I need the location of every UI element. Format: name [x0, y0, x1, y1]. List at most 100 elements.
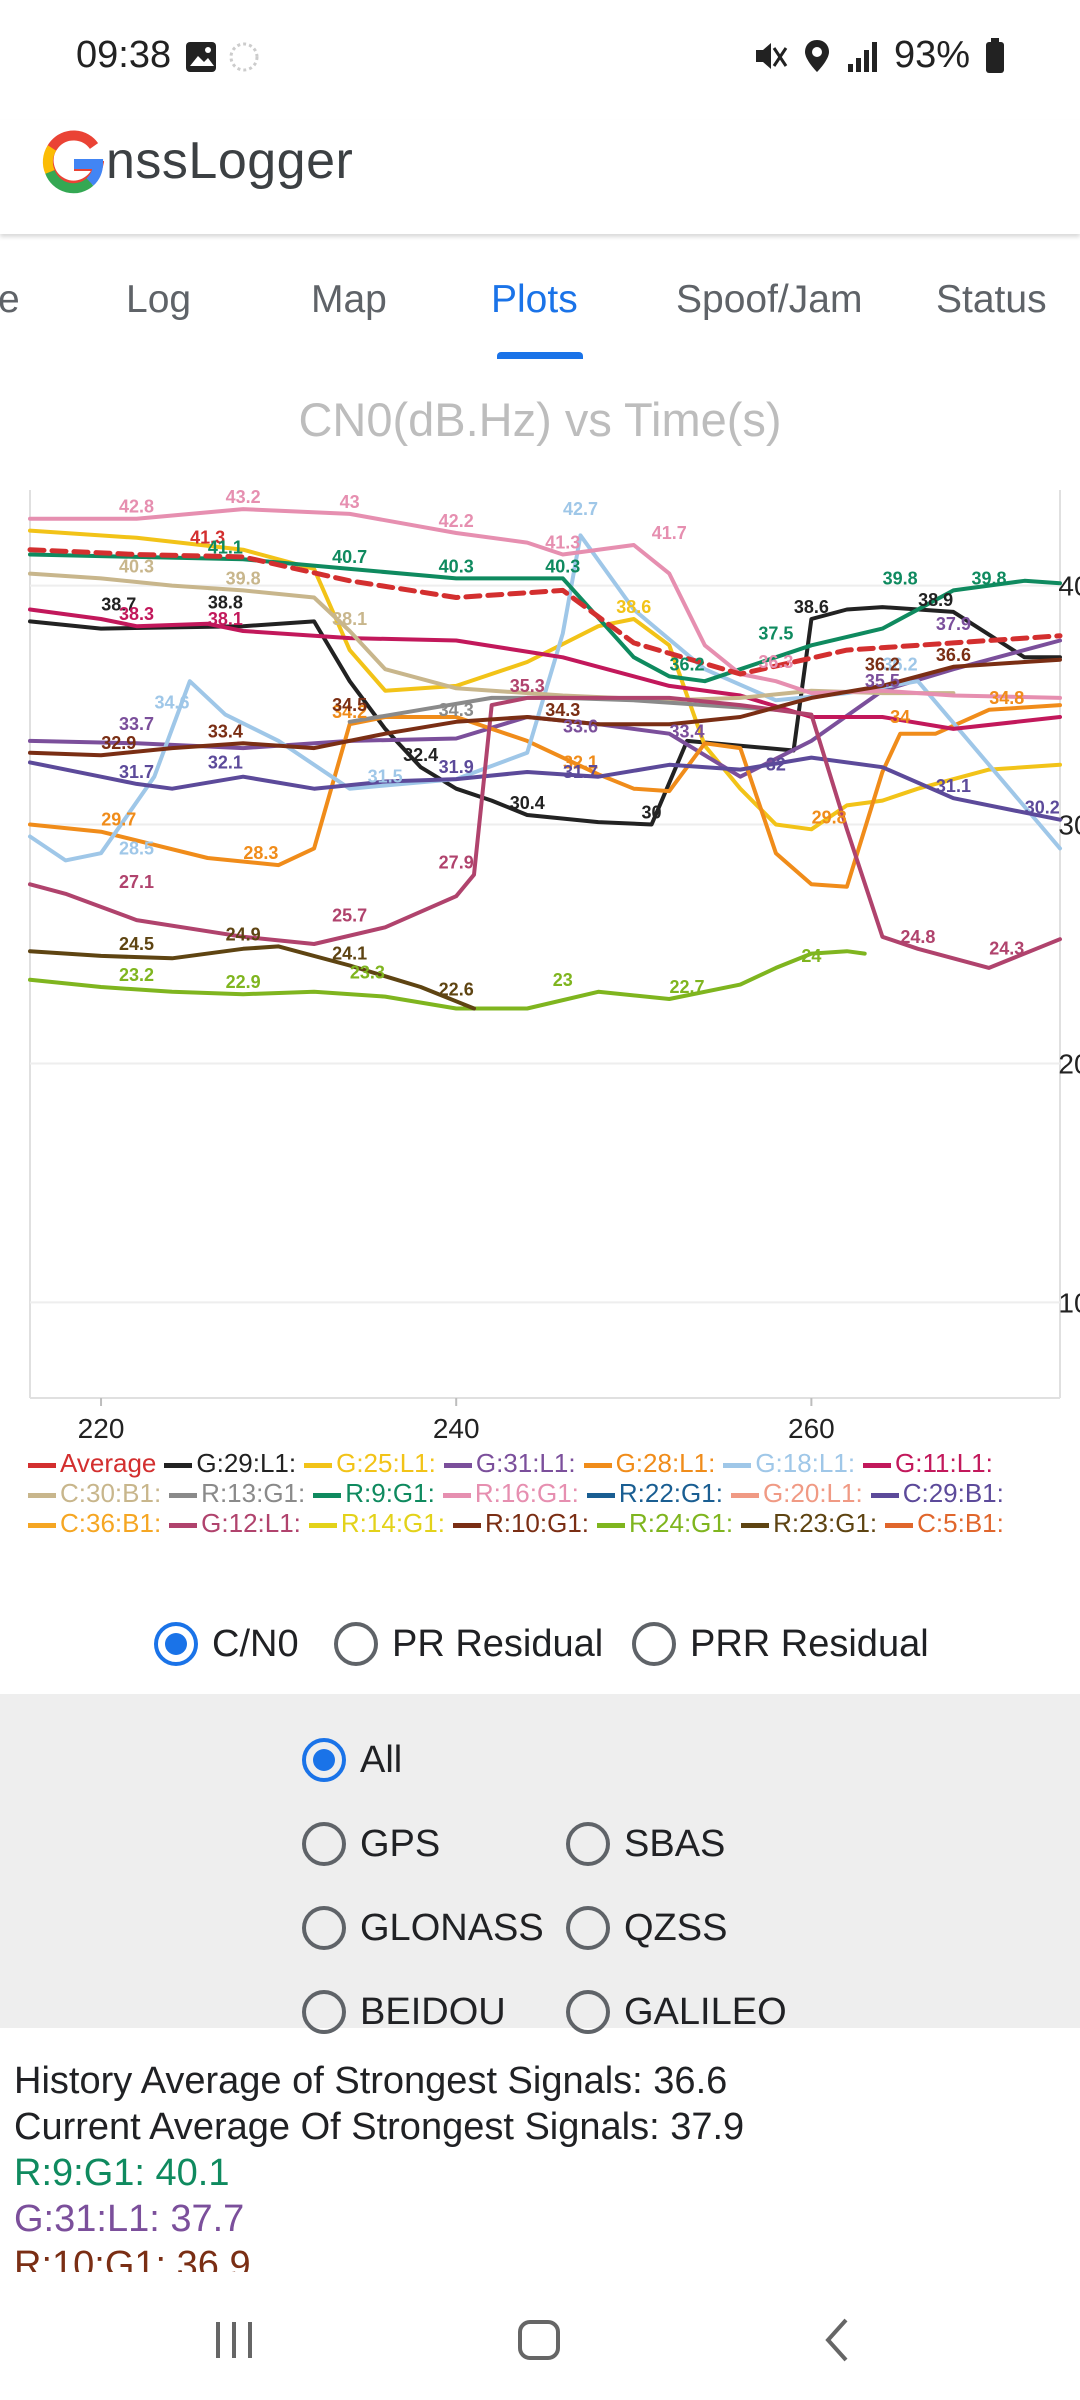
- app-title: nssLogger: [106, 132, 354, 190]
- data-label: 25.7: [332, 905, 367, 925]
- legend-item: R:23:G1:: [741, 1508, 877, 1538]
- tab-home[interactable]: e: [0, 278, 20, 321]
- legend-label: C:36:B1:: [60, 1508, 162, 1538]
- legend-swatch: [723, 1462, 752, 1468]
- legend-label: G:31:L1:: [475, 1448, 576, 1478]
- radio-qzss[interactable]: QZSS: [566, 1906, 727, 1950]
- data-label: 37.9: [936, 614, 971, 634]
- legend-swatch: [164, 1462, 193, 1468]
- legend-item: R:16:G1:: [442, 1478, 579, 1508]
- radio-button-icon: [302, 1822, 346, 1866]
- legend-item: G:11:L1:: [863, 1448, 993, 1478]
- radio-label: PRR Residual: [690, 1622, 929, 1665]
- chart-legend: Average G:29:L1: G:25:L1: G:31:L1: G:28:L1: G…: [28, 1448, 1068, 1538]
- back-icon[interactable]: [818, 2310, 858, 2370]
- radio-all[interactable]: All: [302, 1738, 402, 1782]
- radio-button-icon: [566, 1906, 610, 1950]
- data-label: 38.6: [794, 597, 829, 617]
- strongest-signal-1: R:9:G1: 40.1: [14, 2152, 230, 2194]
- tab-map[interactable]: Map: [311, 278, 387, 321]
- tab-spoof-jam[interactable]: Spoof/Jam: [676, 278, 863, 321]
- data-label: 31.1: [936, 776, 971, 796]
- radio-prr-residual[interactable]: PRR Residual: [632, 1622, 929, 1666]
- data-label: 40.3: [439, 556, 474, 576]
- legend-label: R:24:G1:: [629, 1508, 734, 1538]
- legend-label: R:9:G1:: [345, 1478, 435, 1508]
- data-label: 41.3: [190, 528, 225, 548]
- radio-glonass[interactable]: GLONASS: [302, 1906, 544, 1950]
- data-label: 32.1: [563, 752, 598, 772]
- cn0-line-chart[interactable]: 1020304022024026041.338.738.832.430.4303…: [0, 480, 1080, 1440]
- radio-button-icon: [302, 1738, 346, 1782]
- series-line-g-25-l1: [28, 528, 1062, 832]
- radio-label: QZSS: [624, 1906, 728, 1949]
- data-label: 31.7: [563, 762, 598, 782]
- data-label: 23.3: [350, 963, 385, 983]
- plot-type-radio-group: C/N0 PR Residual PRR Residual: [0, 1622, 1080, 1686]
- data-label: 38.7: [101, 595, 136, 615]
- legend-label: G:12:L1:: [201, 1508, 301, 1538]
- legend-item: C:5:B1:: [885, 1508, 1004, 1538]
- current-average-text: Current Average Of Strongest Signals: 37…: [14, 2106, 745, 2148]
- radio-label: SBAS: [624, 1822, 726, 1865]
- legend-label: R:10:G1:: [484, 1508, 590, 1538]
- home-icon[interactable]: [512, 2310, 568, 2370]
- radio-sbas[interactable]: SBAS: [566, 1822, 725, 1866]
- data-label: 36.3: [758, 652, 793, 672]
- legend-swatch: [741, 1522, 770, 1528]
- legend-item: R:14:G1:: [308, 1508, 445, 1538]
- series-line-c-29-b1: [28, 755, 1062, 822]
- constellation-filter-panel: All GPS SBAS GLONASS QZSS BEIDOU GALILEO: [0, 1694, 1080, 2034]
- active-tab-indicator: [497, 352, 583, 359]
- recents-icon[interactable]: [210, 2310, 260, 2370]
- legend-item: G:18:L1:: [723, 1448, 855, 1478]
- data-label: 36.2: [883, 654, 918, 674]
- data-label: 34.3: [439, 700, 474, 720]
- legend-label: G:28:L1:: [615, 1448, 716, 1478]
- legend-item: C:29:B1:: [870, 1478, 1004, 1508]
- data-label: 43: [340, 492, 360, 512]
- radio-galileo[interactable]: GALILEO: [566, 1990, 787, 2034]
- legend-item: R:9:G1:: [313, 1478, 435, 1508]
- legend-item: C:36:B1:: [28, 1508, 161, 1538]
- radio-pr-residual[interactable]: PR Residual: [334, 1622, 603, 1666]
- legend-item: G:28:L1:: [583, 1448, 716, 1478]
- status-time: 09:38: [76, 34, 172, 76]
- data-label: 28.5: [119, 838, 154, 858]
- tab-plots[interactable]: Plots: [491, 278, 578, 321]
- data-label: 29.7: [101, 810, 136, 830]
- tab-log[interactable]: Log: [126, 278, 192, 321]
- data-label: 30.2: [1025, 798, 1060, 818]
- data-label: 24: [801, 946, 821, 966]
- data-label: 35.3: [510, 676, 545, 696]
- radio-button-icon: [154, 1622, 198, 1666]
- legend-label: C:5:B1:: [917, 1508, 1004, 1538]
- data-label: 38.9: [918, 590, 953, 610]
- data-label: 31.9: [439, 757, 474, 777]
- y-tick-label: 30: [1058, 810, 1080, 841]
- series-line-g-12-l1: [28, 695, 1062, 970]
- radio-beidou[interactable]: BEIDOU: [302, 1990, 506, 2034]
- x-tick-label: 260: [788, 1413, 835, 1440]
- image-icon: [186, 42, 216, 72]
- data-label: 23.2: [119, 965, 154, 985]
- tab-status[interactable]: Status: [936, 278, 1047, 321]
- legend-swatch: [169, 1492, 198, 1498]
- radio-button-icon: [632, 1622, 676, 1666]
- data-label: 24.8: [900, 927, 935, 947]
- legend-label: R:22:G1:: [618, 1478, 723, 1508]
- data-label: 41.7: [652, 523, 687, 543]
- series-line-r-10-g1: [28, 657, 1062, 758]
- series-line-r-24-g1: [28, 949, 867, 1011]
- radio-gps[interactable]: GPS: [302, 1822, 440, 1866]
- legend-label: R:16:G1:: [474, 1478, 579, 1508]
- radio-cn0[interactable]: C/N0: [154, 1622, 299, 1666]
- legend-item: R:10:G1:: [452, 1508, 590, 1538]
- chart-title: CN0(dB.Hz) vs Time(s): [298, 393, 782, 446]
- system-nav-bar: [0, 2280, 1080, 2400]
- data-label: 42.2: [439, 511, 474, 531]
- radio-button-icon: [302, 1906, 346, 1950]
- data-label: 30.4: [510, 793, 545, 813]
- legend-item: R:22:G1:: [586, 1478, 723, 1508]
- legend-swatch: [452, 1522, 481, 1528]
